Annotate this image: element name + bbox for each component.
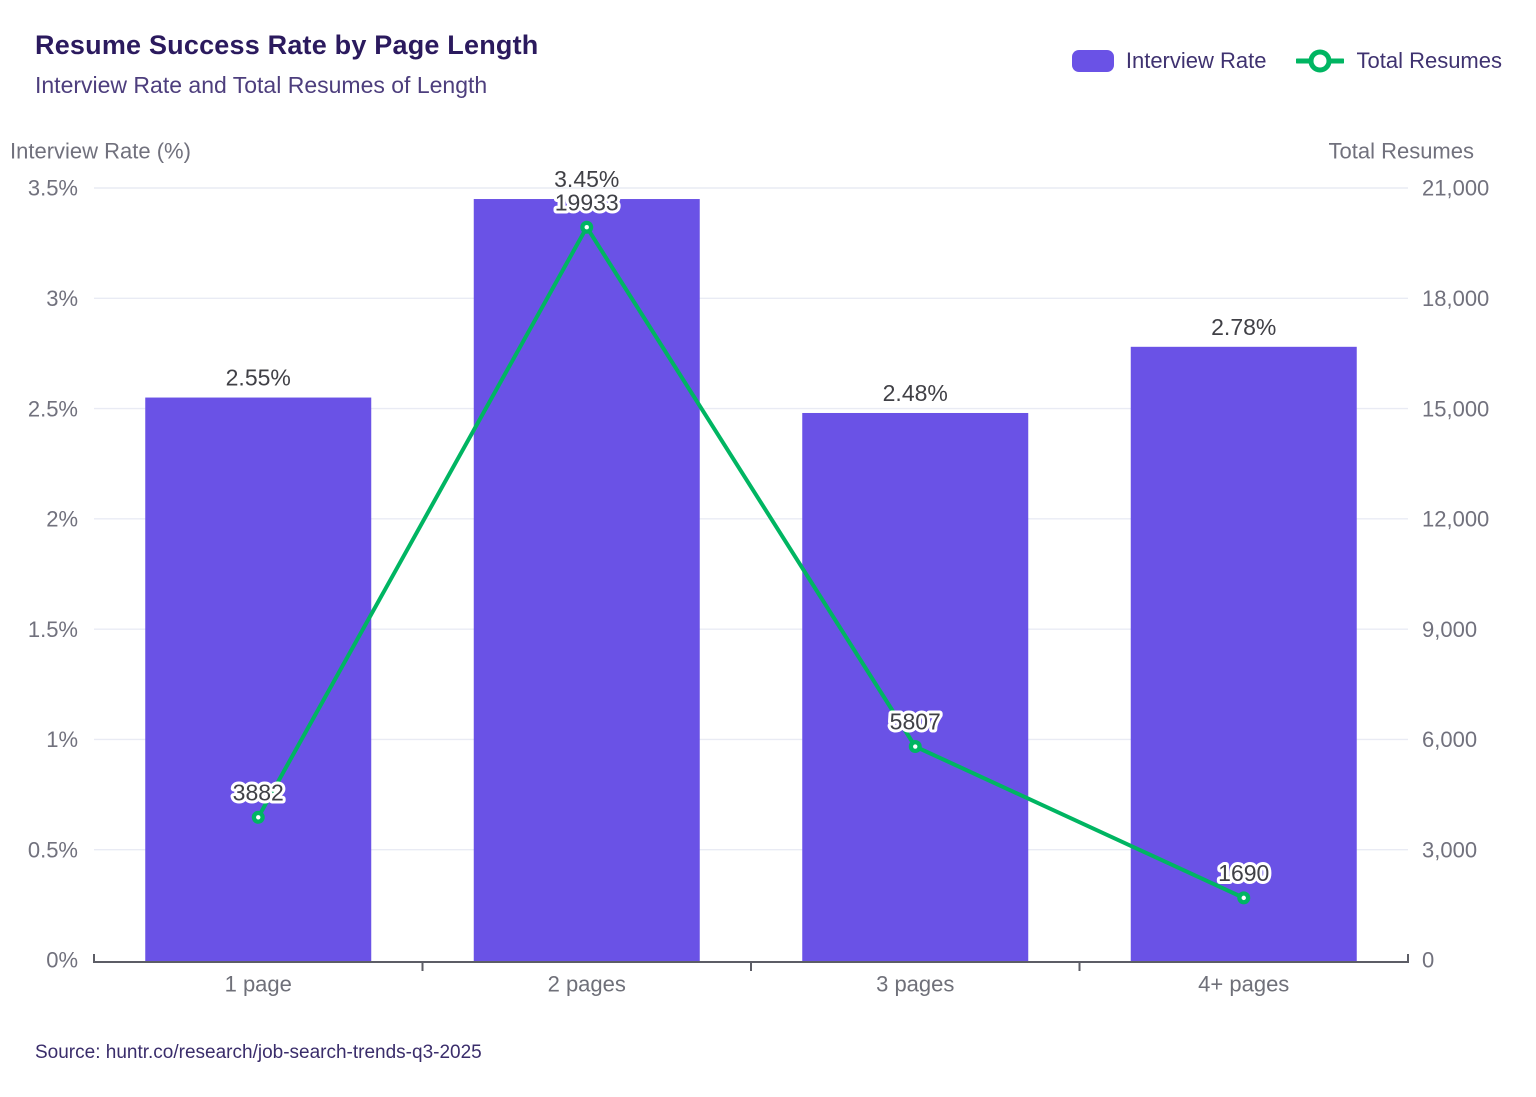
legend-label-total-resumes: Total Resumes [1356, 48, 1502, 73]
line-point-center-dot [256, 815, 261, 820]
right-axis-name: Total Resumes [1328, 139, 1474, 164]
y-axis-tick-right: 18,000 [1422, 286, 1489, 311]
y-axis-tick-left: 3.5% [28, 176, 78, 201]
bar-value-label: 2.78% [1211, 314, 1276, 340]
point-value-label: 3882 [233, 779, 284, 805]
y-axis-tick-right: 3,000 [1422, 837, 1477, 862]
source-note: Source: huntr.co/research/job-search-tre… [35, 1042, 482, 1063]
legend-label-interview-rate: Interview Rate [1125, 48, 1267, 73]
y-axis-tick-right: 15,000 [1422, 396, 1489, 421]
bar-value-label: 2.55% [226, 365, 291, 391]
y-axis-tick-right: 0 [1422, 948, 1434, 973]
y-axis-tick-left: 3% [46, 286, 78, 311]
total-resumes-line[interactable] [256, 225, 1246, 900]
x-axis-label: 4+ pages [1198, 972, 1289, 997]
line-circle-icon [1296, 49, 1345, 73]
legend-item-total-resumes[interactable]: Total Resumes [1296, 48, 1502, 74]
bar-2-pages[interactable] [473, 199, 700, 961]
y-axis-tick-left: 1% [46, 727, 78, 752]
page-title: Resume Success Rate by Page Length [35, 30, 539, 60]
x-axis-label: 3 pages [876, 972, 954, 997]
line-point-center-dot [584, 225, 589, 230]
x-axis-label: 1 page [225, 972, 292, 997]
left-axis-name: Interview Rate (%) [10, 139, 191, 164]
point-value-label: 1690 [1218, 860, 1269, 886]
bar-3-pages[interactable] [802, 412, 1029, 961]
y-axis-tick-left: 2% [46, 507, 78, 532]
y-axis-tick-right: 21,000 [1422, 176, 1489, 201]
point-value-label: 5807 [890, 709, 941, 735]
bar-value-label: 2.48% [883, 380, 948, 406]
legend: Interview Rate Total Resumes [1071, 48, 1502, 74]
line-point-center-dot [1241, 895, 1246, 901]
y-axis-tick-left: 0.5% [28, 837, 78, 862]
y-axis-tick-left: 0% [46, 948, 78, 973]
point-value-label: 19933 [555, 189, 619, 215]
x-axis-label: 2 pages [548, 972, 626, 997]
y-axis-tick-right: 6,000 [1422, 727, 1477, 752]
page-subtitle: Interview Rate and Total Resumes of Leng… [35, 72, 488, 98]
line-point-center-dot [913, 744, 918, 749]
bar-swatch-icon [1071, 50, 1114, 72]
legend-item-interview-rate[interactable]: Interview Rate [1071, 48, 1267, 74]
bar-4-pages[interactable] [1130, 346, 1357, 962]
y-axis-tick-right: 9,000 [1422, 617, 1477, 642]
y-axis-tick-right: 12,000 [1422, 507, 1489, 532]
bar-value-label: 3.45% [554, 166, 619, 192]
y-axis-tick-left: 2.5% [28, 396, 78, 421]
y-axis-tick-left: 1.5% [28, 617, 78, 642]
